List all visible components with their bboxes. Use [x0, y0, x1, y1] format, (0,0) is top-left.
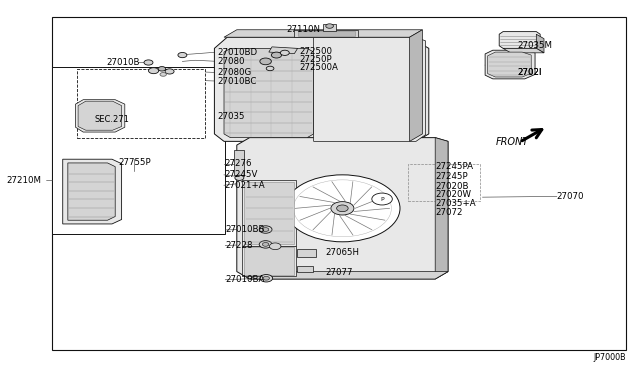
Circle shape — [165, 69, 174, 74]
Text: 27250P: 27250P — [300, 55, 332, 64]
Polygon shape — [224, 48, 314, 138]
Bar — [52, 17, 626, 350]
Polygon shape — [410, 30, 422, 141]
Polygon shape — [499, 32, 540, 48]
Polygon shape — [224, 30, 422, 37]
Bar — [298, 31, 355, 36]
Text: 27065H: 27065H — [325, 248, 359, 257]
Circle shape — [148, 68, 159, 74]
Circle shape — [178, 52, 187, 58]
Text: 27245PA: 27245PA — [435, 162, 473, 171]
Bar — [297, 266, 313, 272]
Circle shape — [235, 175, 244, 180]
Circle shape — [280, 50, 289, 55]
Polygon shape — [68, 163, 115, 220]
Text: 27080: 27080 — [218, 57, 245, 66]
Circle shape — [262, 243, 269, 246]
Circle shape — [271, 52, 282, 58]
Bar — [244, 247, 294, 275]
Circle shape — [158, 67, 166, 71]
Bar — [323, 24, 336, 31]
Bar — [234, 150, 244, 175]
Text: 27072: 27072 — [435, 208, 463, 217]
Circle shape — [266, 66, 274, 71]
Circle shape — [372, 193, 392, 205]
Polygon shape — [488, 52, 531, 77]
Text: 27228: 27228 — [225, 241, 253, 250]
Circle shape — [144, 60, 153, 65]
Circle shape — [337, 205, 348, 212]
Polygon shape — [63, 159, 122, 224]
Text: 27010BC: 27010BC — [218, 77, 257, 86]
Polygon shape — [536, 34, 544, 53]
Text: 27020B: 27020B — [435, 182, 468, 190]
Bar — [242, 246, 296, 276]
Text: 27010BA: 27010BA — [225, 275, 265, 284]
Bar — [242, 180, 296, 246]
Text: 27245V: 27245V — [224, 170, 257, 179]
Text: 27210M: 27210M — [6, 176, 42, 185]
Circle shape — [259, 241, 272, 248]
Text: P: P — [380, 196, 384, 202]
Circle shape — [260, 275, 273, 282]
Text: 27276: 27276 — [224, 159, 252, 168]
Text: 27021+A: 27021+A — [224, 181, 264, 190]
Text: 27077: 27077 — [325, 268, 353, 277]
Polygon shape — [250, 272, 448, 279]
Polygon shape — [269, 47, 298, 54]
Text: 27245P: 27245P — [435, 172, 468, 181]
Text: 272500: 272500 — [300, 47, 333, 56]
Bar — [244, 182, 294, 244]
Text: 27110N: 27110N — [286, 25, 320, 34]
Bar — [408, 164, 480, 201]
Polygon shape — [503, 48, 544, 53]
Circle shape — [260, 58, 271, 65]
Text: JP7000B: JP7000B — [593, 353, 626, 362]
Text: 27080G: 27080G — [218, 68, 252, 77]
Text: 27035M: 27035M — [517, 41, 552, 50]
Circle shape — [331, 202, 354, 215]
Bar — [77, 69, 205, 138]
Text: FRONT: FRONT — [495, 137, 529, 147]
Polygon shape — [78, 101, 122, 130]
Text: 27010BD: 27010BD — [218, 48, 258, 57]
Circle shape — [269, 243, 281, 250]
Polygon shape — [76, 100, 125, 132]
Text: 27035+A: 27035+A — [435, 199, 476, 208]
Polygon shape — [485, 50, 535, 79]
Text: 2702l: 2702l — [517, 68, 541, 77]
Bar — [52, 67, 225, 234]
Circle shape — [259, 226, 272, 233]
Text: 2702I: 2702I — [517, 68, 541, 77]
Text: 27755P: 27755P — [118, 158, 150, 167]
Circle shape — [285, 175, 400, 242]
Circle shape — [262, 228, 269, 231]
Polygon shape — [294, 30, 358, 37]
Polygon shape — [237, 138, 448, 279]
Text: 27020W: 27020W — [435, 190, 471, 199]
Polygon shape — [214, 37, 429, 141]
Circle shape — [263, 276, 269, 280]
Text: 27010B: 27010B — [106, 58, 140, 67]
Circle shape — [160, 73, 166, 76]
Bar — [297, 249, 316, 257]
Circle shape — [326, 24, 333, 28]
Text: 27070: 27070 — [557, 192, 584, 201]
Polygon shape — [435, 138, 448, 279]
Polygon shape — [314, 37, 426, 141]
Text: 27010BB: 27010BB — [225, 225, 265, 234]
Text: 272500A: 272500A — [300, 63, 339, 72]
Text: 27035: 27035 — [218, 112, 245, 121]
Text: SEC.271: SEC.271 — [95, 115, 129, 124]
